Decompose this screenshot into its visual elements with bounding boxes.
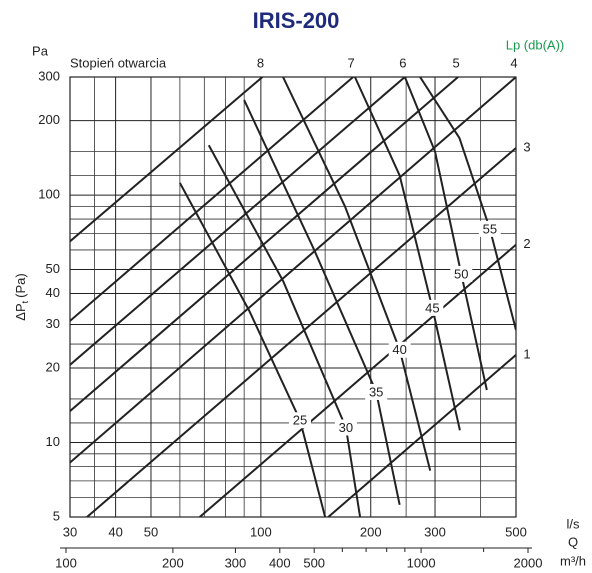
y-label: ΔP <box>13 303 28 320</box>
x2-tick-label: 300 <box>225 555 247 570</box>
opening-line <box>70 77 459 412</box>
x2-axis-label: m³/h <box>560 553 586 568</box>
noise-title: Lp (db(A)) <box>506 37 565 52</box>
series-title: Stopień otwarcia <box>70 55 167 70</box>
noise-label: 55 <box>483 221 497 236</box>
opening-line <box>199 243 516 517</box>
noise-label: 35 <box>369 384 383 399</box>
plot-frame <box>69 76 517 518</box>
noise-label-bg <box>388 341 411 358</box>
opening-label: 3 <box>523 139 530 154</box>
opening-label: 6 <box>399 55 406 70</box>
x2-tick-label: 2000 <box>514 555 543 570</box>
x2-tick-label: 100 <box>55 555 77 570</box>
y-tick-label: 300 <box>38 68 60 83</box>
x-tick-label: 30 <box>63 524 77 539</box>
opening-line <box>70 77 406 366</box>
noise-label-bg <box>450 265 473 282</box>
noise-curve <box>179 182 327 517</box>
noise-curve <box>354 77 461 431</box>
opening-label: 7 <box>348 55 355 70</box>
noise-curve <box>419 77 516 331</box>
x2-tick-label: 500 <box>303 555 325 570</box>
noise-label-bg <box>365 384 388 401</box>
opening-label: 8 <box>257 55 264 70</box>
x-axis-label: l/s <box>567 516 581 531</box>
noise-label-bg <box>288 412 311 429</box>
y-tick-label: 40 <box>46 285 60 300</box>
noise-label-bg <box>421 299 444 316</box>
y-unit: Pa <box>32 43 49 58</box>
y-tick-label: 200 <box>38 112 60 127</box>
x-tick-label: 50 <box>144 524 158 539</box>
x2-tick-label: 200 <box>162 555 184 570</box>
y-tick-label: 10 <box>46 434 60 449</box>
x-tick-label: 100 <box>250 524 272 539</box>
plot-lines <box>70 77 516 517</box>
x-tick-label: 300 <box>424 524 446 539</box>
opening-line <box>70 77 264 243</box>
noise-label: 25 <box>293 413 307 428</box>
noise-curve <box>282 77 432 471</box>
x2-tick-label: 400 <box>269 555 291 570</box>
opening-line <box>86 147 516 517</box>
x-tick-label: 200 <box>360 524 382 539</box>
noise-label-bg <box>478 220 501 237</box>
chart-title: IRIS-200 <box>253 8 340 33</box>
y-tick-label: 5 <box>53 508 60 523</box>
opening-label: 1 <box>523 346 530 361</box>
opening-label: 2 <box>523 236 530 251</box>
opening-label: 5 <box>452 55 459 70</box>
y-tick-label: 20 <box>46 359 60 374</box>
noise-label: 30 <box>339 420 353 435</box>
opening-label: 4 <box>510 55 517 70</box>
x2-tick-label: 1000 <box>407 555 436 570</box>
noise-curve <box>403 77 488 391</box>
y-tick-label: 30 <box>46 316 60 331</box>
noise-label: 50 <box>454 266 468 281</box>
opening-line <box>70 77 354 322</box>
noise-label-bg <box>334 419 357 436</box>
y-tick-label: 50 <box>46 261 60 276</box>
noise-label: 40 <box>392 342 406 357</box>
x-tick-label: 500 <box>505 524 527 539</box>
opening-line <box>70 77 516 464</box>
noise-label: 45 <box>425 300 439 315</box>
q-label: Q <box>568 534 578 549</box>
noise-curve <box>243 99 401 506</box>
x-tick-label: 40 <box>108 524 122 539</box>
y-tick-label: 100 <box>38 187 60 202</box>
y-label-unit: (Pa) <box>13 273 28 298</box>
noise-curve <box>207 144 362 517</box>
y-axis-label: ΔPt (Pa) <box>13 273 30 320</box>
y-label-sub: t <box>20 300 30 303</box>
